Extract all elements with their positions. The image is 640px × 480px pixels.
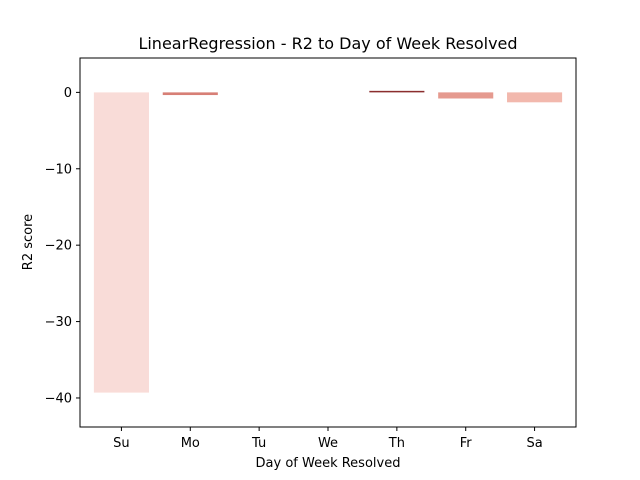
y-axis-label: R2 score [21, 214, 36, 270]
y-tick-label: −20 [45, 239, 72, 254]
bar-tu [231, 92, 287, 93]
bar-fr [438, 92, 494, 99]
x-tick-label: Su [113, 436, 130, 451]
x-tick-label: Mo [181, 436, 200, 451]
chart-title: LinearRegression - R2 to Day of Week Res… [138, 34, 517, 53]
x-tick-label: Th [388, 436, 405, 451]
y-axis: 0 −10 −20 −30 −40 [45, 86, 80, 406]
x-tick-label: Sa [526, 436, 542, 451]
y-tick-label: −30 [45, 315, 72, 330]
bar-mo [162, 92, 218, 96]
y-tick-label: −40 [45, 391, 72, 406]
plot-frame [79, 57, 577, 428]
x-tick-label: We [318, 436, 338, 451]
x-tick-label: Fr [460, 436, 473, 451]
bar-we [300, 92, 356, 93]
x-tick-label: Tu [251, 436, 266, 451]
bars-group [93, 90, 563, 393]
x-axis: Su Mo Tu We Th Fr Sa [113, 427, 543, 451]
bar-su [93, 92, 149, 393]
x-axis-label: Day of Week Resolved [256, 456, 401, 471]
bar-sa [507, 92, 563, 103]
y-tick-label: −10 [45, 162, 72, 177]
bar-th [369, 90, 425, 93]
y-tick-label: 0 [64, 86, 72, 101]
